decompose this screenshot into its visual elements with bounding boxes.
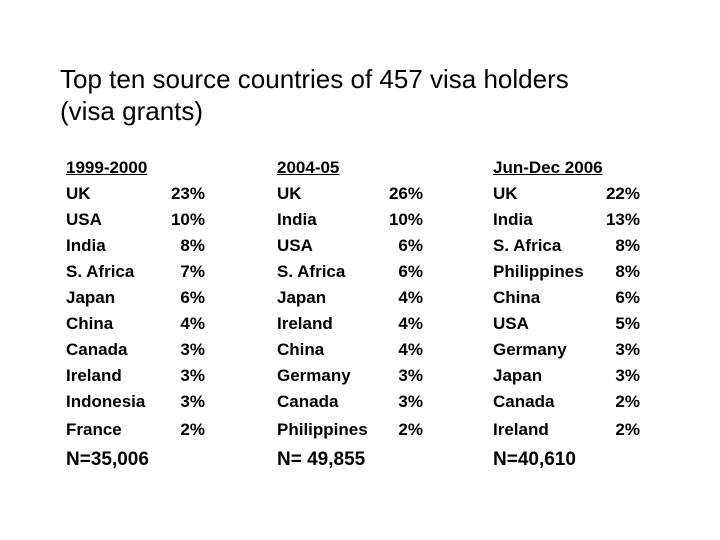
column-heading: Jun-Dec 2006: [493, 158, 603, 177]
percentage: 10%: [388, 210, 423, 229]
country: Japan: [66, 288, 116, 307]
country: S. Africa: [66, 262, 135, 281]
percentage: 6%: [615, 288, 640, 307]
percentage: 8%: [180, 236, 205, 255]
total: N=40,610: [493, 449, 576, 470]
country: Ireland: [277, 314, 333, 333]
country: S. Africa: [493, 236, 562, 255]
percentage: 4%: [398, 314, 423, 333]
country: India: [493, 210, 533, 229]
percentage: 10%: [170, 210, 205, 229]
country: Germany: [493, 340, 567, 359]
percentage: 8%: [615, 262, 640, 281]
percentage: 6%: [398, 236, 423, 255]
country: Japan: [493, 366, 543, 385]
percentage: 6%: [180, 288, 205, 307]
percentage: 3%: [180, 392, 205, 411]
country: USA: [66, 210, 102, 229]
country: UK: [277, 184, 302, 203]
country: China: [66, 314, 114, 333]
percentage: 3%: [398, 366, 423, 385]
country: S. Africa: [277, 262, 346, 281]
country: China: [493, 288, 541, 307]
percentage: 2%: [615, 392, 640, 411]
country: India: [66, 236, 106, 255]
country: Philippines: [493, 262, 584, 281]
country: China: [277, 340, 325, 359]
percentage: 3%: [180, 366, 205, 385]
percentage: 4%: [398, 340, 423, 359]
country: Canada: [493, 392, 555, 411]
percentage: 3%: [615, 366, 640, 385]
percentage: 22%: [605, 184, 640, 203]
percentage: 3%: [180, 340, 205, 359]
country: Japan: [277, 288, 327, 307]
percentage: 7%: [180, 262, 205, 281]
percentage: 4%: [180, 314, 205, 333]
total: N= 49,855: [277, 449, 366, 470]
percentage: 2%: [615, 420, 640, 439]
percentage: 6%: [398, 262, 423, 281]
country: UK: [493, 184, 518, 203]
column-heading: 2004-05: [277, 158, 340, 177]
percentage: 8%: [615, 236, 640, 255]
country: Ireland: [66, 366, 122, 385]
percentage: 13%: [605, 210, 640, 229]
percentage: 2%: [398, 420, 423, 439]
slide-title: (visa grants): [60, 96, 204, 126]
country: India: [277, 210, 317, 229]
slide-title: Top ten source countries of 457 visa hol…: [60, 64, 569, 94]
percentage: 2%: [180, 420, 205, 439]
percentage: 3%: [398, 392, 423, 411]
country: Ireland: [493, 420, 549, 439]
country: France: [66, 420, 122, 439]
percentage: 5%: [615, 314, 640, 333]
country: USA: [493, 314, 529, 333]
country: USA: [277, 236, 313, 255]
country: Canada: [66, 340, 128, 359]
total: N=35,006: [66, 449, 149, 470]
country: Canada: [277, 392, 339, 411]
percentage: 3%: [615, 340, 640, 359]
column-heading: 1999-2000: [66, 158, 148, 177]
country: Germany: [277, 366, 351, 385]
country: Indonesia: [66, 392, 146, 411]
country: Philippines: [277, 420, 368, 439]
country: UK: [66, 184, 91, 203]
percentage: 26%: [388, 184, 423, 203]
percentage: 4%: [398, 288, 423, 307]
percentage: 23%: [170, 184, 205, 203]
